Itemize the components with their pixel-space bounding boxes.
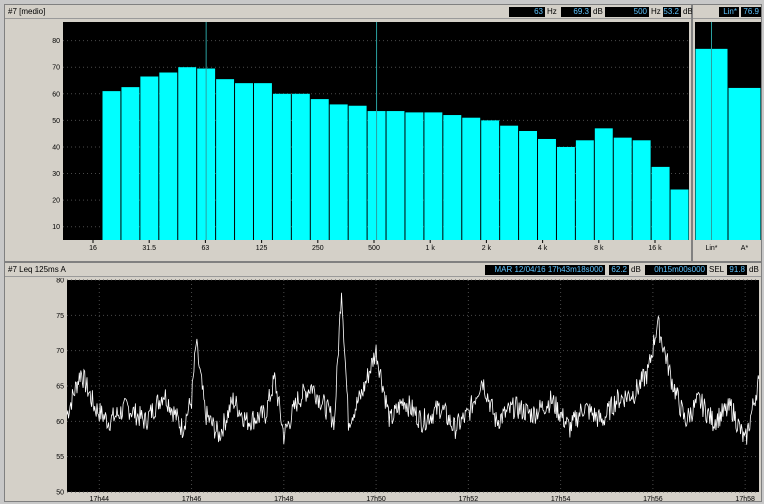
global-label-readout: Lin* <box>719 7 739 17</box>
time-xtick-label: 17h58 <box>735 496 755 502</box>
cursor2-frequency-readout: 500 <box>605 7 649 17</box>
time-history-panel: #7 Leq 125ms A MAR 12/04/16 17h43m18s000… <box>4 262 762 502</box>
spectrum-bar <box>651 166 670 240</box>
time-xtick-label: 17h46 <box>182 496 202 502</box>
spectrum-ytick-label: 60 <box>52 91 60 98</box>
time-xtick-label: 17h48 <box>274 496 294 502</box>
spectrum-xtick-label: 1 k <box>426 245 436 252</box>
spectrum-bar <box>216 79 235 240</box>
spectrum-ytick-label: 40 <box>52 144 60 151</box>
cursor1-frequency-unit: Hz <box>547 7 557 16</box>
spectrum-bar <box>613 137 632 240</box>
time-xtick-label: 17h56 <box>643 496 663 502</box>
sel-label: SEL <box>709 265 725 274</box>
spectrum-xtick-label: 16 k <box>648 245 662 252</box>
time-history-chart[interactable]: 50 55 60 65 70 75 80 17h44 17h46 17h48 17h50 17h52 1… <box>5 278 761 502</box>
time-xtick-label: 17h50 <box>366 496 386 502</box>
spectrum-xtick-label: 8 k <box>594 245 604 252</box>
spectrum-bar <box>632 140 651 240</box>
spectrum-xtick-label: 63 <box>202 245 210 252</box>
spectrum-ytick-label: 10 <box>52 224 60 231</box>
spectrum-bar <box>235 83 253 240</box>
spectrum-bar <box>102 91 121 240</box>
spectrum-bar <box>500 125 519 240</box>
global-category-label: A* <box>741 245 749 252</box>
spectrum-bar <box>556 146 575 240</box>
global-bar <box>728 87 761 241</box>
time-ytick-label: 60 <box>56 419 64 426</box>
spectrum-panel: #7 [medio] 63 Hz 69.3 dB 500 Hz 53.2 dB … <box>4 4 693 262</box>
cursor2-level-unit: dB <box>683 7 693 16</box>
spectrum-xtick-label: 4 k <box>538 245 548 252</box>
time-ytick-label: 70 <box>56 348 64 355</box>
spectrum-ytick-label: 70 <box>52 65 60 72</box>
sel-unit: dB <box>749 265 759 274</box>
spectrum-bar <box>462 117 481 240</box>
spectrum-bar <box>272 93 291 240</box>
spectrum-ytick-label: 20 <box>52 198 60 205</box>
spectrum-bar <box>253 83 272 240</box>
spectrum-xtick-label: 500 <box>368 245 380 252</box>
spectrum-bar <box>594 128 613 240</box>
time-ytick-label: 80 <box>56 278 64 285</box>
time-xtick-label: 17h52 <box>459 496 479 502</box>
spectrum-bar <box>329 104 348 240</box>
global-value-readout: 76.9 <box>741 7 761 17</box>
cursor2-level-readout: 53.2 <box>663 7 681 17</box>
global-levels-chart[interactable]: Lin* A* <box>693 20 761 262</box>
spectrum-chart[interactable]: 10 20 30 40 50 60 70 80 16 31.5 63 125 250 500 1 k 2 k 4… <box>5 20 691 262</box>
spectrum-ytick-label: 30 <box>52 171 60 178</box>
spectrum-bar <box>348 105 367 241</box>
spectrum-xtick-label: 250 <box>312 245 324 252</box>
spectrum-bar <box>575 140 594 240</box>
cursor2-frequency-unit: Hz <box>651 7 661 16</box>
sel-value-readout: 91.8 <box>727 265 747 275</box>
global-category-label: Lin* <box>705 245 717 252</box>
spectrum-bar <box>424 112 443 240</box>
spectrum-bar <box>405 112 424 240</box>
spectrum-bar <box>538 138 556 240</box>
spectrum-bar <box>481 120 500 240</box>
cursor1-level-unit: dB <box>593 7 603 16</box>
spectrum-ytick-label: 80 <box>52 38 60 45</box>
time-ytick-label: 55 <box>56 454 64 461</box>
spectrum-bar <box>386 111 405 240</box>
spectrum-bar <box>670 189 689 240</box>
spectrum-bar <box>140 76 159 240</box>
cursor-level-readout: 62.2 <box>609 265 629 275</box>
spectrum-xtick-label: 125 <box>256 245 268 252</box>
time-ytick-label: 65 <box>56 384 64 391</box>
global-levels-panel: Lin* 76.9 Lin* A* <box>692 4 762 262</box>
spectrum-xtick-label: 31.5 <box>142 245 156 252</box>
spectrum-xtick-label: 16 <box>89 245 97 252</box>
cursor1-level-readout: 69.3 <box>561 7 591 17</box>
spectrum-bar <box>178 67 197 240</box>
spectrum-bar <box>310 99 329 240</box>
time-xtick-label: 17h54 <box>551 496 571 502</box>
time-xtick-label: 17h44 <box>90 496 110 502</box>
spectrum-ytick-label: 50 <box>52 118 60 125</box>
time-ytick-label: 75 <box>56 313 64 320</box>
spectrum-bar <box>443 115 462 240</box>
time-ytick-label: 50 <box>56 490 64 497</box>
spectrum-bar <box>291 93 310 240</box>
cursor-level-unit: dB <box>631 265 641 274</box>
duration-readout: 0h15m00s000 <box>645 265 707 275</box>
cursor-datetime-readout: MAR 12/04/16 17h43m18s000 <box>485 265 605 275</box>
time-series-trace <box>66 292 760 445</box>
cursor1-frequency-readout: 63 <box>509 7 545 17</box>
spectrum-xtick-label: 2 k <box>482 245 492 252</box>
spectrum-bar <box>159 72 178 240</box>
spectrum-bar <box>121 87 140 240</box>
spectrum-bar <box>519 131 538 240</box>
